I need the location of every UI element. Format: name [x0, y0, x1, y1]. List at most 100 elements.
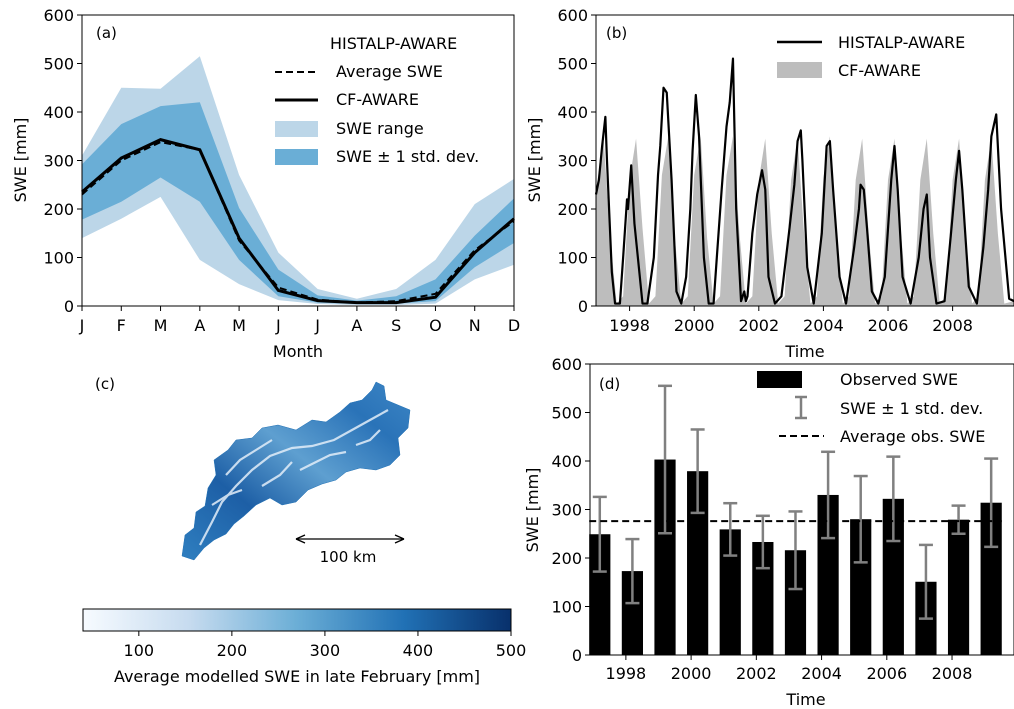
panel-d-ytick-label: 400 [551, 452, 582, 471]
std-dev-error-bar [592, 495, 607, 573]
colorbar-tick-label: 400 [403, 641, 434, 660]
panel-b-legend: HISTALP-AWARE CF-AWARE [777, 33, 965, 80]
panel-b-label: (b) [606, 24, 627, 42]
panel-a-ytick-label: 500 [43, 55, 74, 74]
legend-label-average-obs: Average obs. SWE [840, 427, 985, 446]
legend-swatch-std-dev [795, 395, 807, 420]
std-dev-error-bar [821, 450, 836, 540]
panel-b-ytick-label: 0 [578, 297, 588, 316]
panel-b-time-series: 0 100 200 300 400 500 600 1998 2000 2002 2004 2006… [525, 6, 1014, 361]
panel-b-ytick-label: 400 [557, 103, 588, 122]
legend-swatch-observed-swe [757, 371, 802, 388]
panel-b-ytick-label: 500 [557, 55, 588, 74]
panel-b-xtick-label: 2006 [868, 316, 909, 335]
panel-b-xlabel: Time [784, 342, 824, 361]
panel-d-xtick-label: 2008 [932, 664, 973, 683]
legend-label-swe-std: SWE ± 1 std. dev. [336, 147, 479, 166]
std-dev-error-bar [951, 504, 966, 535]
legend-label-observed-swe: Observed SWE [840, 370, 958, 389]
colorbar: 100 200 300 400 500 Average modelled SWE in … [82, 608, 527, 686]
panel-a-ytick-label: 300 [43, 152, 74, 171]
panel-b-ytick-label: 600 [557, 6, 588, 25]
panel-b-xtick-label: 2008 [932, 316, 973, 335]
legend-label-std-dev: SWE ± 1 std. dev. [840, 399, 983, 418]
panel-a-xlabel: Month [273, 342, 323, 361]
observed-swe-bar [752, 541, 774, 655]
panel-b-xtick-label: 2000 [674, 316, 715, 335]
panel-b-ytick-label: 300 [557, 152, 588, 171]
panel-a-ytick-label: 100 [43, 249, 74, 268]
panel-a-xtick-label: D [508, 316, 520, 335]
panel-d-ytick-label: 600 [551, 355, 582, 374]
panel-d-ytick-label: 300 [551, 501, 582, 520]
panel-d-label: (d) [599, 375, 620, 393]
legend-swatch-swe-std [275, 149, 318, 165]
panel-a-ytick-label: 400 [43, 103, 74, 122]
catchment-region-map [181, 381, 411, 561]
std-dev-error-bar [886, 455, 901, 543]
panel-d-xtick-label: 2004 [801, 664, 842, 683]
histalp-aware-line [594, 57, 1014, 305]
panel-d-ytick-label: 100 [551, 598, 582, 617]
panel-a-xtick-label: S [391, 316, 401, 335]
panel-a-legend-title: HISTALP-AWARE [330, 34, 457, 53]
panel-d-xtick-label: 2006 [866, 664, 907, 683]
colorbar-tick-label: 500 [496, 641, 527, 660]
observed-swe-bar [784, 550, 807, 655]
cf-aware-line [81, 138, 515, 305]
std-dev-error-bar [690, 428, 705, 515]
panel-a-xtick-label: J [79, 316, 85, 335]
legend-label-cf-aware: CF-AWARE [336, 90, 419, 109]
legend-label-swe-range: SWE range [336, 119, 424, 138]
std-dev-error-bar [625, 537, 640, 605]
swe-std-band [82, 102, 514, 305]
observed-swe-bar [882, 498, 904, 655]
panel-a-ytick-label: 200 [43, 200, 74, 219]
panel-a-ylabel: SWE [mm] [11, 118, 30, 203]
colorbar-gradient [82, 608, 512, 632]
map-valley-lines [199, 409, 389, 546]
panel-d-observed-swe: 0 100 200 300 400 500 600 1998 2000 2002 2004 2006… [523, 355, 1014, 709]
std-dev-error-bar [918, 543, 933, 620]
std-dev-error-bar [723, 501, 738, 557]
colorbar-tick-label: 200 [217, 641, 248, 660]
observed-swe-bar [719, 529, 741, 655]
std-dev-error-bar [788, 510, 803, 591]
panel-d-ytick-label: 200 [551, 549, 582, 568]
panel-a-xtick-label: N [469, 316, 481, 335]
observed-swe-bar [687, 471, 709, 655]
observed-swe-bar [980, 502, 1002, 655]
panel-a-xtick-label: M [232, 316, 246, 335]
std-dev-error-bar [853, 474, 868, 564]
legend-swatch-cf-aware-b [777, 62, 822, 78]
panel-b-xtick-label: 2004 [803, 316, 844, 335]
panel-d-ylabel: SWE [mm] [523, 468, 542, 553]
observed-swe-bar [621, 571, 643, 655]
legend-label-histalp-aware: HISTALP-AWARE [838, 33, 965, 52]
colorbar-tick-label: 100 [124, 641, 155, 660]
panel-a-xtick-label: M [154, 316, 168, 335]
panel-d-xtick-label: 2002 [736, 664, 777, 683]
panel-a-monthly-swe: 0 100 200 300 400 500 600 J F M A M J J A S O N D (a) Mon… [11, 6, 520, 361]
panel-a-xtick-label: J [275, 316, 281, 335]
observed-swe-bar [850, 519, 872, 655]
panel-c-label: (c) [95, 375, 115, 393]
scale-bar: 100 km [295, 534, 405, 566]
std-dev-error-bar [658, 384, 673, 535]
std-dev-error-bar [984, 457, 999, 549]
legend-swatch-swe-range [275, 121, 318, 137]
observed-swe-bar [947, 519, 970, 655]
panel-b-xtick-label: 2002 [738, 316, 779, 335]
observed-swe-bar [589, 534, 611, 655]
panel-a-xtick-label: A [351, 316, 362, 335]
observed-swe-bar [654, 459, 676, 655]
std-dev-error-bar [755, 514, 770, 570]
panel-d-legend: Observed SWE SWE ± 1 std. dev. Average o… [757, 370, 985, 446]
legend-label-average-swe: Average SWE [336, 62, 443, 81]
panel-d-ytick-label: 0 [572, 646, 582, 665]
panel-a-label: (a) [96, 24, 117, 42]
panel-b-ytick-label: 100 [557, 249, 588, 268]
panel-d-ytick-label: 500 [551, 404, 582, 423]
average-swe-line [81, 141, 515, 304]
